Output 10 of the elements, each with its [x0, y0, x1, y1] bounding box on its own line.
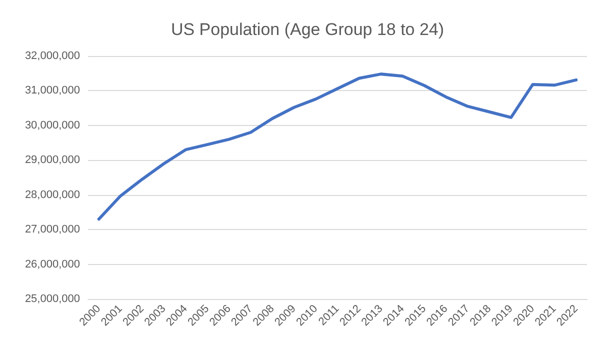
- y-tick-label: 29,000,000: [24, 154, 80, 166]
- chart-title: US Population (Age Group 18 to 24): [170, 20, 444, 39]
- line-series: [97, 72, 578, 221]
- y-tick-label: 27,000,000: [24, 224, 80, 236]
- y-tick-label: 26,000,000: [24, 258, 80, 270]
- y-tick-label: 25,000,000: [24, 293, 80, 305]
- y-tick-label: 31,000,000: [24, 84, 80, 97]
- y-tick-label: 32,000,000: [24, 50, 80, 62]
- y-tick-label: 28,000,000: [24, 188, 80, 201]
- y-tick-label: 30,000,000: [24, 119, 80, 132]
